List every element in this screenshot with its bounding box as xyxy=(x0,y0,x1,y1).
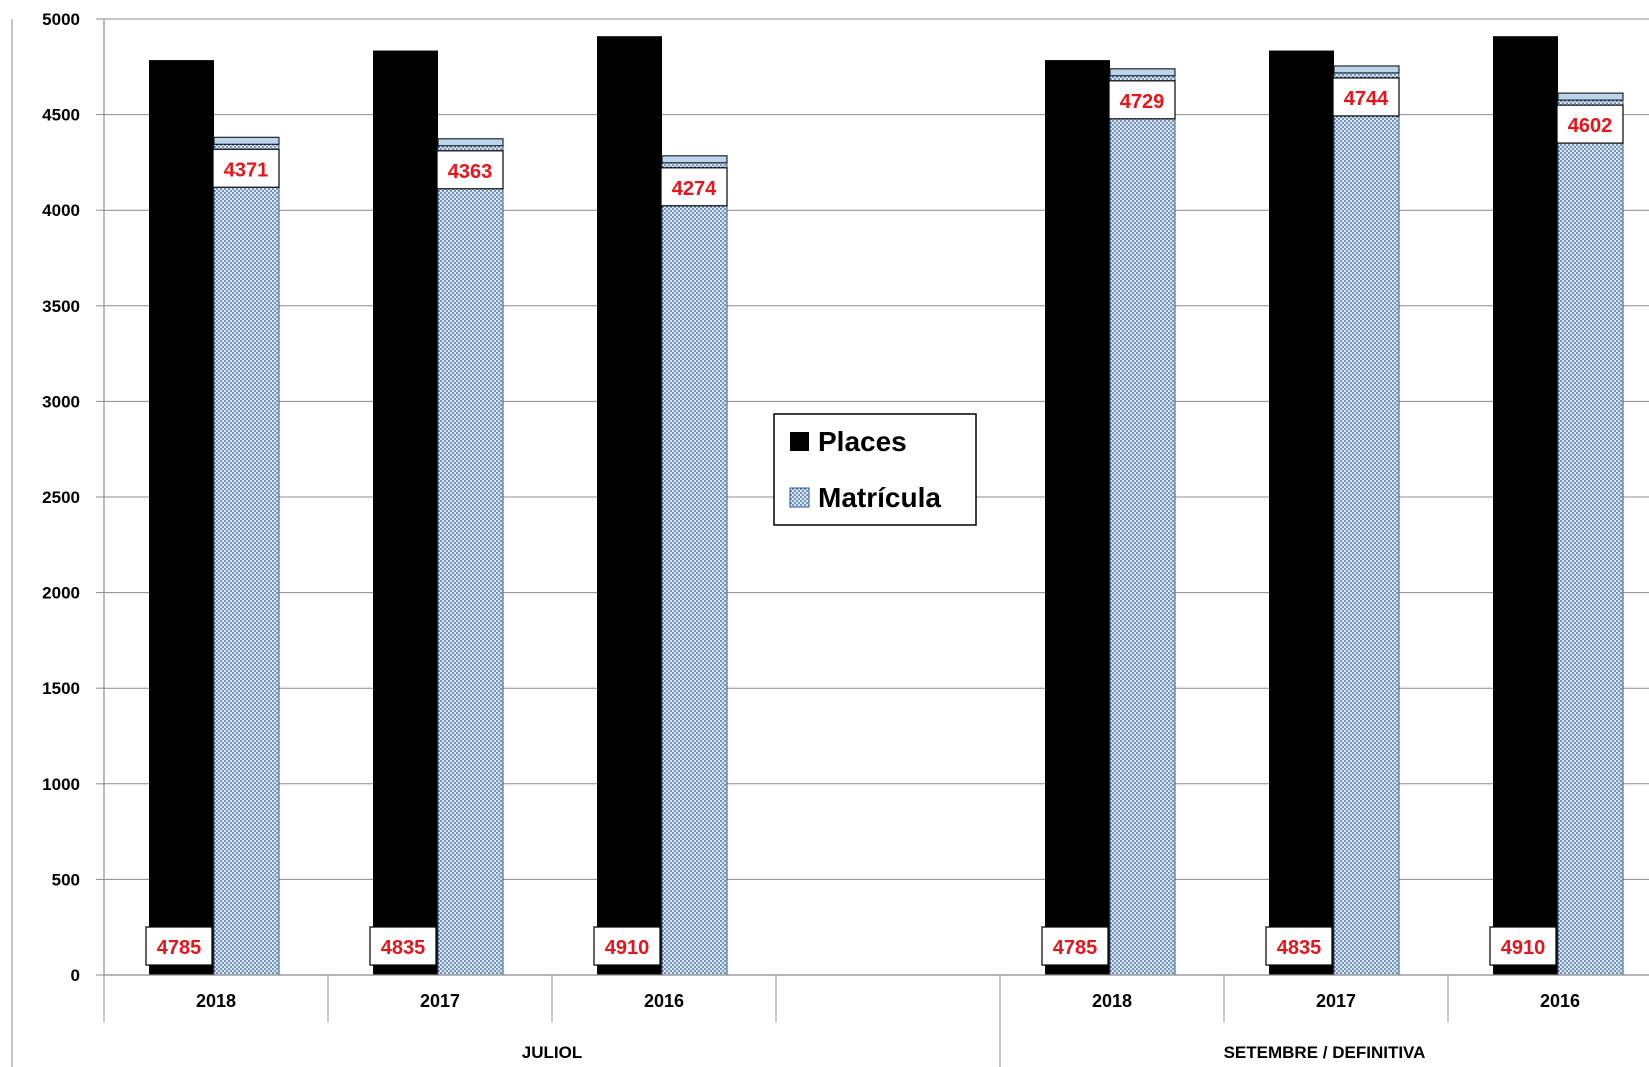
y-tick-label: 1000 xyxy=(42,775,80,794)
data-label-places: 4835 xyxy=(381,937,426,959)
y-tick-label: 2500 xyxy=(42,488,80,507)
y-tick-label: 2000 xyxy=(42,584,80,603)
axes-layer: 0 500 1000 1500 2000 2500 3000 3500 4000 4500 5000… xyxy=(11,10,1649,1067)
bar-matricula xyxy=(1109,70,1176,976)
data-label-places: 4835 xyxy=(1277,937,1322,959)
data-label-box xyxy=(660,167,728,207)
y-tick-label: 5000 xyxy=(42,10,80,29)
x-tick-label: 2018 xyxy=(196,991,236,1011)
data-label-matricula: 4274 xyxy=(672,178,717,200)
data-label-box xyxy=(1108,80,1176,120)
y-tick-label: 3000 xyxy=(42,392,80,411)
data-label-matricula: 4729 xyxy=(1120,91,1165,113)
data-label-places: 4785 xyxy=(1053,937,1098,959)
bar-matricula-cap xyxy=(1109,68,1176,77)
data-label-box xyxy=(212,148,280,188)
x-tick-label: 2016 xyxy=(1540,991,1580,1011)
data-label-box xyxy=(1489,926,1557,966)
data-label-box xyxy=(369,926,437,966)
bar-places xyxy=(149,60,214,975)
data-label-box xyxy=(436,150,504,190)
data-label-matricula: 4371 xyxy=(224,159,269,181)
data-label-matricula: 4602 xyxy=(1568,115,1613,137)
group-label: JULIOL xyxy=(522,1043,582,1062)
bar-matricula xyxy=(437,140,504,976)
data-label-places: 4910 xyxy=(605,937,650,959)
bar-matricula-cap xyxy=(1333,65,1400,74)
bar-matricula xyxy=(1333,67,1400,976)
y-tick-label: 500 xyxy=(52,870,80,889)
legend-swatch-places xyxy=(790,432,809,451)
data-label-box xyxy=(1556,104,1624,144)
legend: Places Matrícula xyxy=(773,413,977,526)
y-tick-label: 1500 xyxy=(42,679,80,698)
bar-places xyxy=(1269,50,1334,976)
data-label-matricula: 4363 xyxy=(448,161,493,183)
group-label: SETEMBRE / DEFINITIVA xyxy=(1224,1043,1426,1062)
bar-matricula xyxy=(213,138,280,976)
legend-swatch-matricula xyxy=(789,487,810,508)
y-tick-label: 4000 xyxy=(42,201,80,220)
bar-matricula-cap xyxy=(661,155,728,164)
data-label-box xyxy=(145,926,213,966)
data-label-matricula: 4744 xyxy=(1344,88,1389,110)
bar-places xyxy=(597,36,662,975)
legend-label-places: Places xyxy=(818,426,907,457)
x-tick-label: 2016 xyxy=(644,991,684,1011)
bar-matricula-cap xyxy=(213,136,280,145)
bar-places xyxy=(1493,36,1558,975)
data-labels-layer: 4785 4371 4835 4363 4910 4274 4785 4729 4835 4744… xyxy=(145,77,1624,966)
data-label-box xyxy=(1332,77,1400,117)
bars-layer xyxy=(149,36,1624,976)
data-label-box xyxy=(1265,926,1333,966)
bar-matricula-cap xyxy=(437,138,504,147)
bar-matricula xyxy=(1557,94,1624,976)
bar-matricula xyxy=(661,157,728,976)
data-label-places: 4785 xyxy=(157,937,202,959)
bar-places xyxy=(1045,60,1110,975)
bar-matricula-cap xyxy=(1557,92,1624,101)
y-tick-label: 3500 xyxy=(42,297,80,316)
x-tick-label: 2017 xyxy=(1316,991,1356,1011)
y-tick-label: 0 xyxy=(71,966,80,985)
data-label-places: 4910 xyxy=(1501,937,1546,959)
data-label-box xyxy=(593,926,661,966)
x-tick-label: 2018 xyxy=(1092,991,1132,1011)
data-label-box xyxy=(1041,926,1109,966)
y-tick-label: 4500 xyxy=(42,106,80,125)
x-tick-label: 2017 xyxy=(420,991,460,1011)
legend-label-matricula: Matrícula xyxy=(818,482,941,513)
bar-places xyxy=(373,50,438,976)
